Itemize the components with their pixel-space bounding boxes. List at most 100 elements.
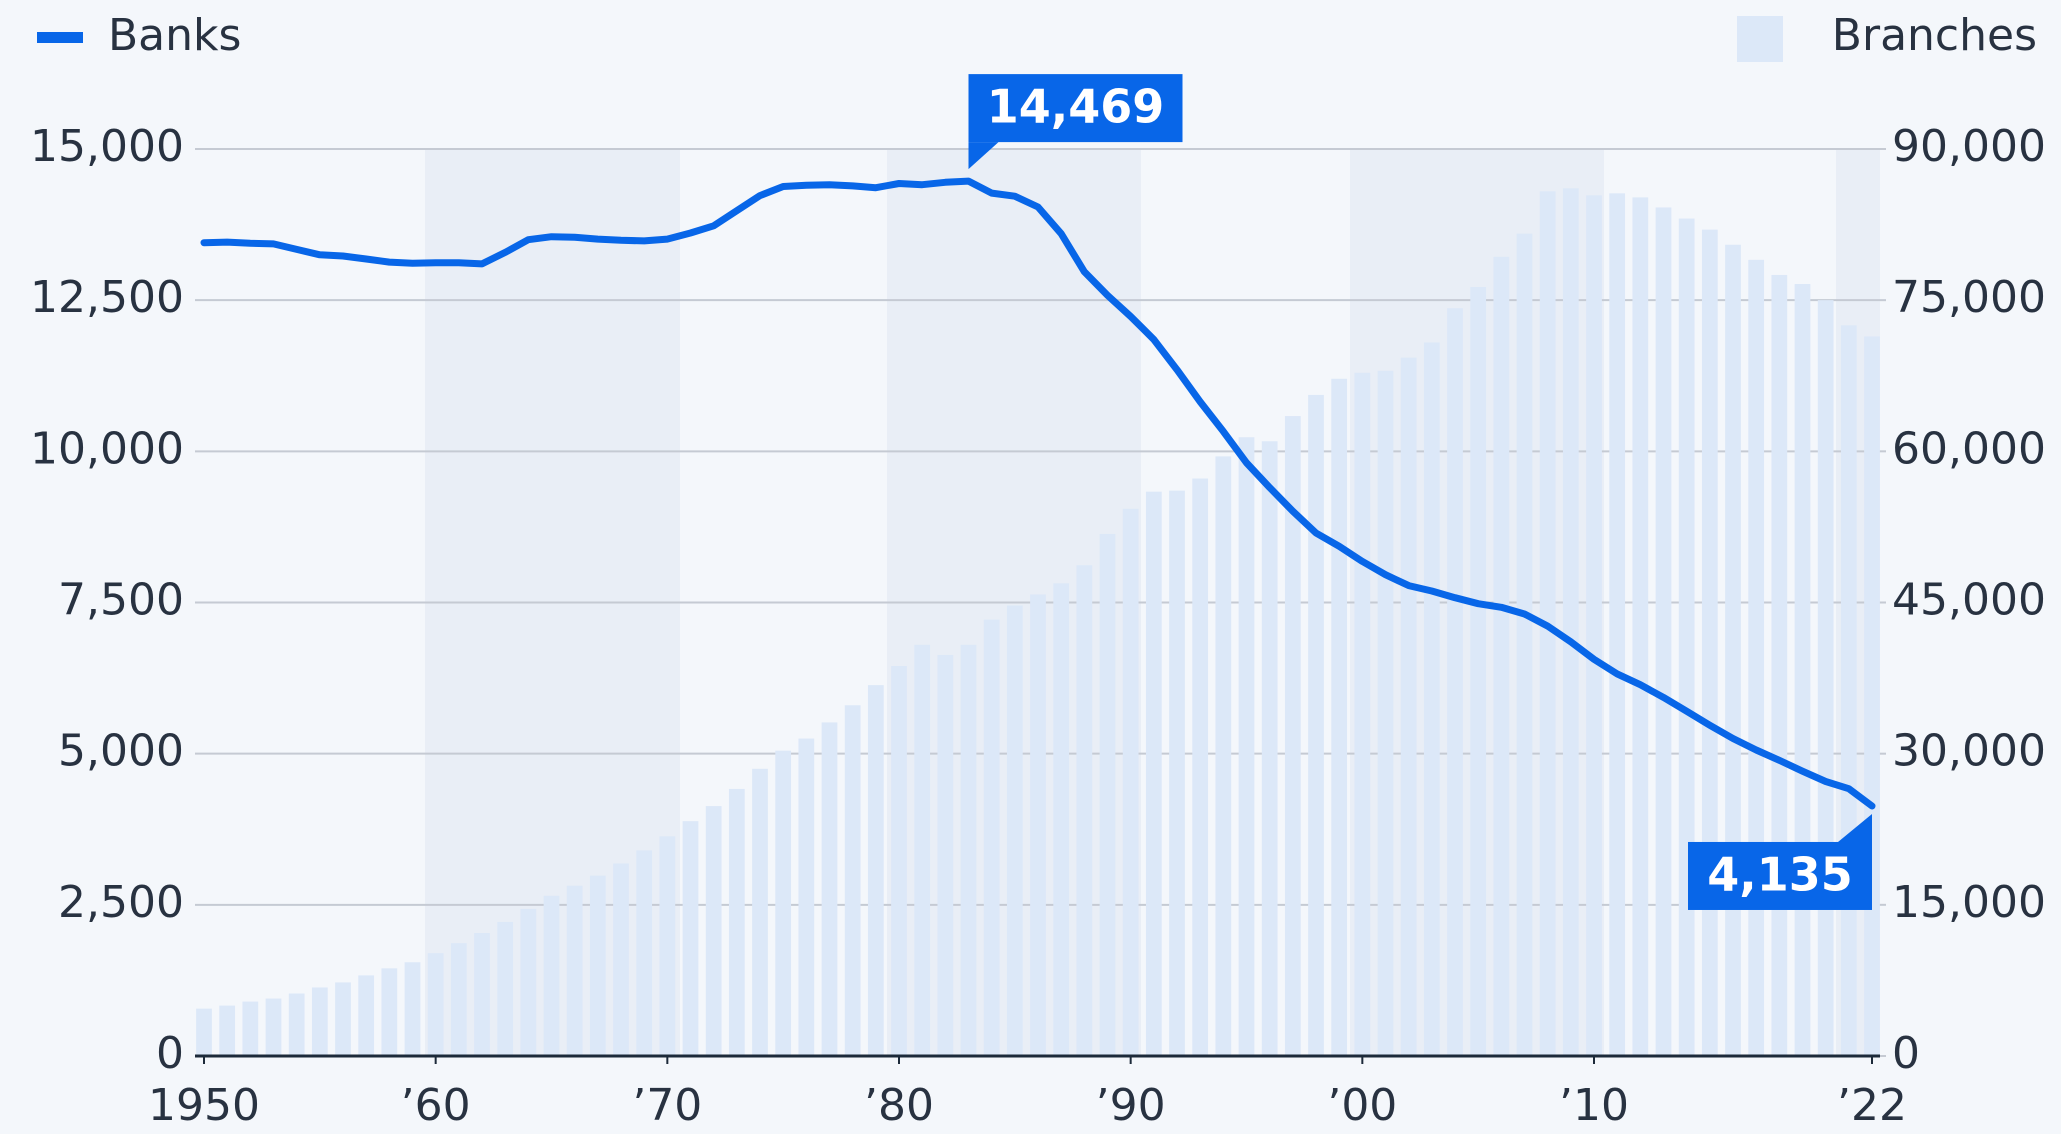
legend-swatch [37,32,83,43]
bar [1748,259,1765,1056]
bar [543,895,560,1056]
bar [1447,308,1463,1056]
bar [1771,274,1788,1056]
bar [983,619,1000,1056]
legend-swatch [1737,16,1783,62]
x-tick-label: ’60 [401,1080,471,1131]
bar [844,705,861,1056]
y-tick-label: 7,500 [58,575,184,626]
x-tick-label: ’10 [1559,1080,1629,1131]
y-tick-label: 15,000 [30,121,184,172]
bar [1493,256,1510,1056]
y2-tick-label: 45,000 [1892,575,2046,626]
bar [1284,416,1301,1056]
bar [728,788,745,1056]
bar [219,1005,236,1056]
bar [1864,336,1880,1056]
y-tick-label: 12,500 [30,272,184,323]
bar [1586,195,1602,1056]
value-label: 4,135 [1707,847,1853,901]
y2-tick-label: 30,000 [1892,726,2046,777]
bar [775,750,792,1056]
bar [404,962,421,1056]
bar [1076,565,1093,1056]
bar [1423,342,1440,1056]
value-label: 14,469 [987,80,1165,134]
bar [1331,378,1348,1057]
x-tick-label: ’00 [1327,1080,1397,1131]
bar [1030,594,1046,1056]
bar [1006,605,1023,1056]
bar [960,644,977,1056]
bar [335,982,351,1056]
bar [659,836,676,1056]
line [200,177,1876,810]
bar [1261,441,1278,1056]
bar [1215,456,1232,1057]
bar [613,863,629,1056]
bar [1794,284,1811,1056]
bar [497,921,514,1056]
y-tick-label: 10,000 [30,423,184,474]
bar [1562,188,1579,1056]
bar [1516,233,1533,1057]
bar [1632,197,1649,1056]
callout-pointer [1838,813,1872,842]
bar [1053,583,1070,1056]
y2-tick-label: 60,000 [1892,423,2046,474]
bar [242,1001,259,1056]
bar [891,665,907,1056]
bar [196,1008,212,1056]
y2-tick-label: 90,000 [1892,121,2046,172]
y2-tick-label: 0 [1892,1028,1920,1079]
callout-box [968,74,1183,143]
bar [358,975,375,1056]
bar [798,738,815,1056]
bar [589,875,606,1056]
bar [821,722,838,1056]
callout-box [1688,841,1872,910]
bar [1817,300,1834,1057]
y-tick-label: 5,000 [58,726,184,777]
bar [1238,437,1255,1056]
bar [1840,325,1857,1057]
bar [381,968,398,1056]
bar [427,953,444,1056]
bar [1701,229,1718,1057]
x-tick-label: ’90 [1096,1080,1166,1131]
bar [1308,394,1324,1056]
bar [1099,533,1116,1056]
bar [265,998,282,1056]
bar [705,806,722,1056]
x-tick-label: ’70 [632,1080,702,1131]
bar [1192,478,1209,1056]
bar [867,685,884,1056]
bar [1145,491,1162,1057]
bar [1122,508,1139,1056]
x-tick-label: ’22 [1837,1080,1907,1131]
bar [566,885,583,1056]
bar [1725,244,1741,1056]
bar [520,908,537,1056]
x-tick-label: 1950 [148,1080,260,1131]
bar [914,644,931,1056]
legend-label: Branches [1832,10,2037,61]
bar [1609,193,1626,1056]
bar [1655,207,1672,1056]
bar [1470,287,1487,1056]
y2-tick-label: 75,000 [1892,272,2046,323]
bar [1377,370,1394,1056]
y-tick-label: 2,500 [58,877,184,928]
bar [1400,357,1417,1056]
bar [474,933,490,1056]
x-tick-label: ’80 [864,1080,934,1131]
y2-tick-label: 15,000 [1892,877,2046,928]
legend-label: Banks [108,10,241,61]
bar [450,943,467,1056]
bar [1169,490,1185,1056]
y-tick-label: 0 [156,1028,184,1079]
callout-pointer [968,142,999,170]
bar [636,850,653,1056]
bar [1354,372,1371,1056]
